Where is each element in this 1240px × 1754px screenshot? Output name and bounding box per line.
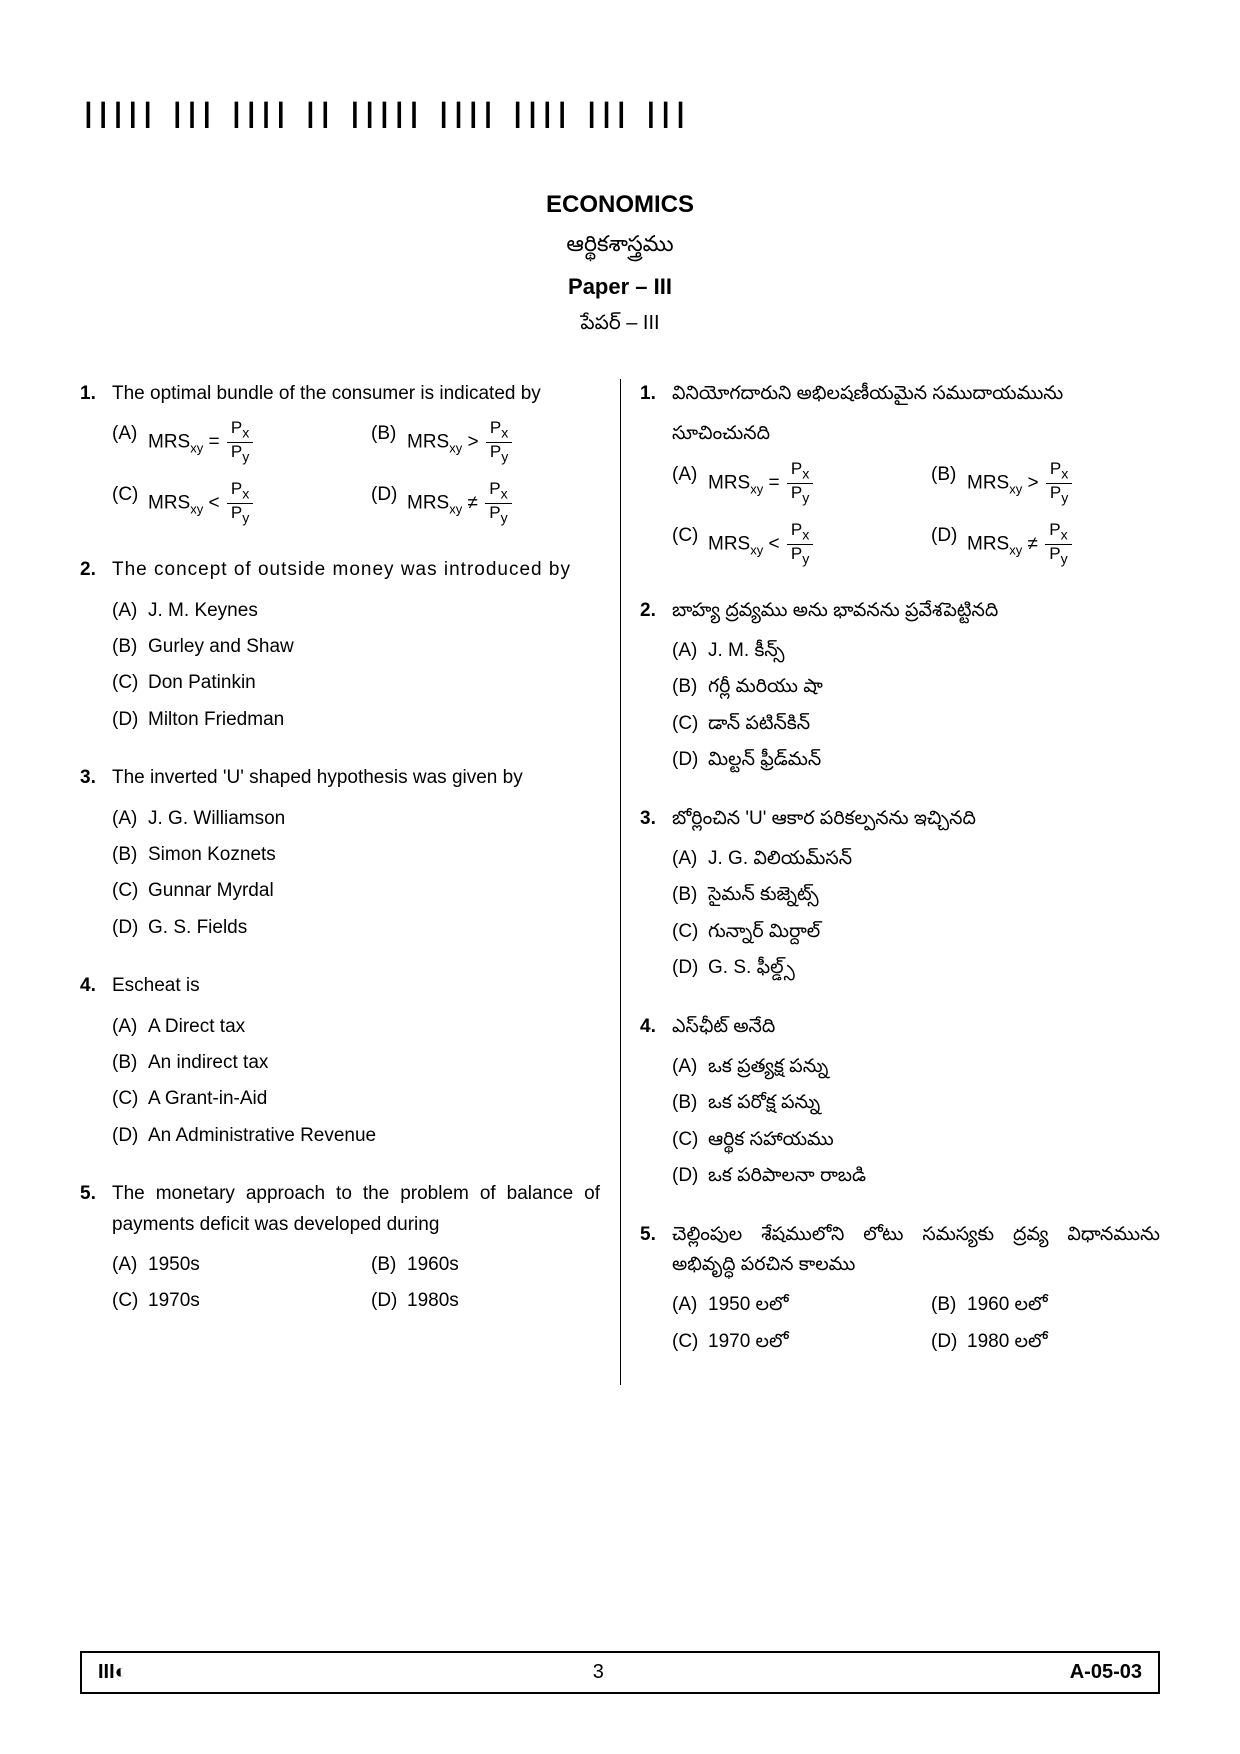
mrs-formula: MRSxy < PxPy [708,521,815,568]
q1-text: The optimal bundle of the consumer is in… [112,379,600,409]
q1-te-option-d: (D) MRSxy ≠ PxPy [931,521,1160,568]
question-5-te: 5. చెల్లింపుల శేషములోని లోటు సమస్యకు ద్ర… [640,1220,1160,1358]
q2-te-option-b: (B)గర్లీ మరియు షా [672,672,1160,702]
mrs-formula: MRSxy < PxPy [148,480,255,527]
q3-option-b: (B)Simon Koznets [112,840,600,870]
clock-icon: ◐ [115,1661,127,1683]
q1-te-option-b: (B) MRSxy > PxPy [931,460,1160,507]
mrs-formula: MRSxy > PxPy [967,460,1074,507]
footer-left: III◐ [98,1661,127,1684]
title-telugu: ఆర్థికశాస్త్రము [80,231,1160,262]
q3-te-option-a: (A)J. G. విలియమ్‌సన్ [672,844,1160,874]
q2-option-c: (C)Don Patinkin [112,668,600,698]
question-columns: 1. The optimal bundle of the consumer is… [80,379,1160,1385]
question-3-en: 3. The inverted 'U' shaped hypothesis wa… [80,763,600,943]
q2-option-d: (D)Milton Friedman [112,705,600,735]
q4-option-b: (B)An indirect tax [112,1048,600,1078]
q4-option-a: (A)A Direct tax [112,1012,600,1042]
q1-te-option-c: (C) MRSxy < PxPy [672,521,901,568]
q2-te-option-c: (C)డాన్ పటిన్‌కిన్ [672,709,1160,739]
q4-te-option-d: (D)ఒక పరిపాలనా రాబడి [672,1161,1160,1191]
q4-te-option-a: (A)ఒక ప్రత్యక్ష పన్ను [672,1052,1160,1082]
paper-english: Paper – III [80,274,1160,300]
q5-option-d: (D)1980s [371,1286,600,1316]
page-footer: III◐ 3 A-05-03 [80,1651,1160,1694]
title-english: ECONOMICS [80,191,1160,219]
header: ECONOMICS ఆర్థికశాస్త్రము Paper – III పే… [80,191,1160,339]
question-4-en: 4. Escheat is (A)A Direct tax (B)An indi… [80,971,600,1151]
q5-option-b: (B)1960s [371,1250,600,1280]
q1-option-a: (A) MRSxy = PxPy [112,419,341,466]
q2-te-option-d: (D)మిల్టన్ ఫ్రీడ్‌మన్ [672,745,1160,775]
mrs-formula: MRSxy = PxPy [148,419,255,466]
q3-te-option-c: (C)గున్నార్ మిర్దాల్ [672,917,1160,947]
q3-option-d: (D)G. S. Fields [112,913,600,943]
telugu-column: 1. వినియోగదారుని అభిలషణీయమైన సముదాయమును … [620,379,1160,1385]
q5-option-c: (C)1970s [112,1286,341,1316]
mrs-formula: MRSxy > PxPy [407,419,514,466]
paper-code: A-05-03 [1070,1661,1142,1684]
question-1-te: 1. వినియోగదారుని అభిలషణీయమైన సముదాయమును … [640,379,1160,568]
question-1-en: 1. The optimal bundle of the consumer is… [80,379,600,527]
question-4-te: 4. ఎస్‌ఛీట్ అనేది (A)ఒక ప్రత్యక్ష పన్ను … [640,1012,1160,1192]
question-5-en: 5. The monetary approach to the problem … [80,1179,600,1317]
q5-te-option-d: (D)1980 లలో [931,1327,1160,1357]
mrs-formula: MRSxy = PxPy [708,460,815,507]
q4-option-d: (D)An Administrative Revenue [112,1121,600,1151]
q2-option-b: (B)Gurley and Shaw [112,632,600,662]
q5-te-option-b: (B)1960 లలో [931,1290,1160,1320]
q1-option-d: (D) MRSxy ≠ PxPy [371,480,600,527]
q5-te-option-c: (C)1970 లలో [672,1327,901,1357]
q1-num: 1. [80,379,112,409]
q3-option-a: (A)J. G. Williamson [112,804,600,834]
q2-te-option-a: (A)J. M. కీన్స్ [672,636,1160,666]
q5-te-option-a: (A)1950 లలో [672,1290,901,1320]
q3-te-option-d: (D)G. S. ఫీల్డ్స్ [672,953,1160,983]
column-divider [620,379,621,1385]
q1-option-c: (C) MRSxy < PxPy [112,480,341,527]
mrs-formula: MRSxy ≠ PxPy [967,521,1074,568]
paper-telugu: పేపర్ – III [80,312,1160,339]
page-number: 3 [593,1661,604,1684]
q3-te-option-b: (B)సైమన్ కుజ్నెట్స్ [672,880,1160,910]
mrs-formula: MRSxy ≠ PxPy [407,480,514,527]
barcode: ||||| ||| |||| || ||||| |||| |||| ||| ||… [80,100,1160,131]
q4-option-c: (C)A Grant-in-Aid [112,1084,600,1114]
q3-option-c: (C)Gunnar Myrdal [112,876,600,906]
q2-option-a: (A)J. M. Keynes [112,596,600,626]
q4-te-option-b: (B)ఒక పరోక్ష పన్ను [672,1088,1160,1118]
question-2-te: 2. బాహ్య ద్రవ్యము అను భావనను ప్రవేశపెట్ట… [640,596,1160,776]
q4-te-option-c: (C)ఆర్థిక సహాయము [672,1125,1160,1155]
question-3-te: 3. బోర్లించిన 'U' ఆకార పరికల్పనను ఇచ్చిన… [640,804,1160,984]
q5-option-a: (A)1950s [112,1250,341,1280]
q1-option-b: (B) MRSxy > PxPy [371,419,600,466]
question-2-en: 2. The concept of outside money was intr… [80,555,600,735]
q1-te-option-a: (A) MRSxy = PxPy [672,460,901,507]
english-column: 1. The optimal bundle of the consumer is… [80,379,620,1385]
